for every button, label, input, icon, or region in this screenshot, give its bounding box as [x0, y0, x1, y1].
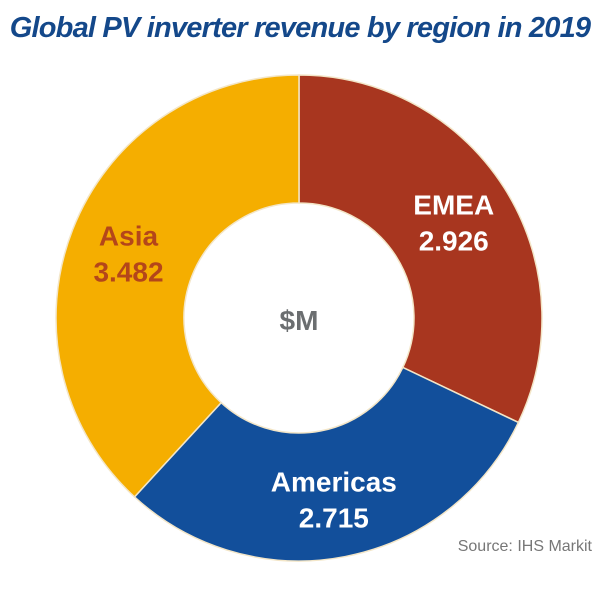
center-unit-label: $M	[280, 305, 319, 336]
slice-americas	[133, 366, 520, 562]
slice-label-asia: Asia	[99, 221, 159, 252]
slice-emea	[298, 74, 543, 424]
source-note: Source: IHS Markit	[457, 538, 592, 555]
chart-title: Global PV inverter revenue by region in …	[9, 12, 591, 44]
slice-asia	[55, 74, 300, 498]
slice-label-americas: Americas	[271, 467, 397, 498]
value-label-emea: 2.926	[419, 225, 489, 256]
value-label-americas: 2.715	[299, 503, 369, 534]
slice-label-emea: EMEA	[413, 189, 494, 220]
value-label-asia: 3.482	[93, 257, 163, 288]
